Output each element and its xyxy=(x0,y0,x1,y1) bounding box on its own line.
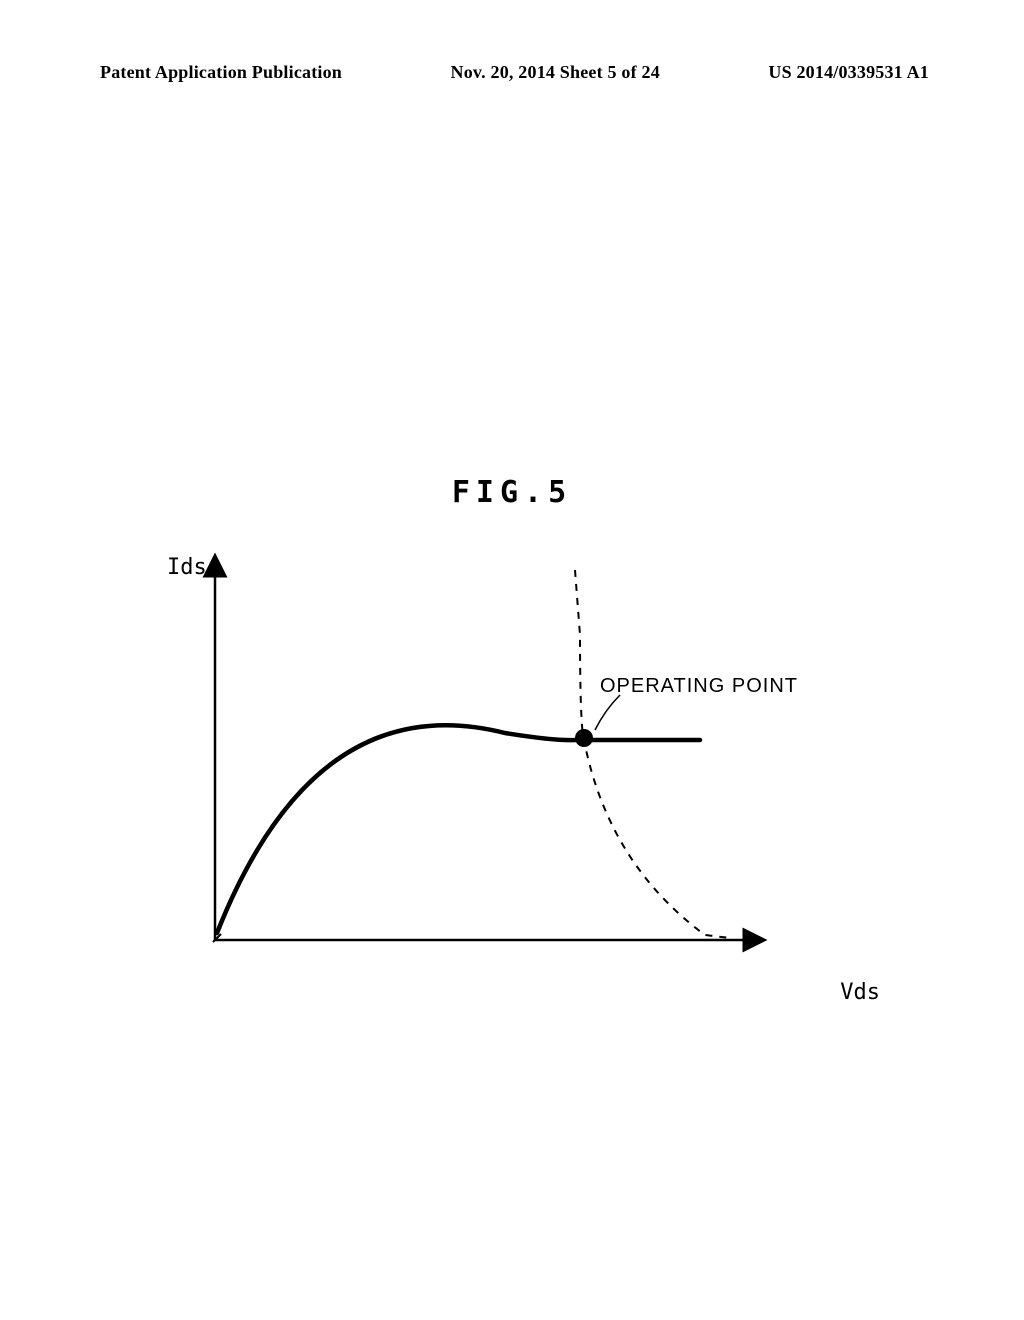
header-publication-type: Patent Application Publication xyxy=(100,62,342,83)
page-header: Patent Application Publication Nov. 20, … xyxy=(0,62,1024,83)
y-axis-label: Ids xyxy=(167,555,207,580)
header-patent-number: US 2014/0339531 A1 xyxy=(768,62,929,83)
figure-title: FIG.5 xyxy=(0,475,1024,510)
iv-curve-chart: Ids Vds OPERATING POINT xyxy=(175,555,875,975)
chart-svg xyxy=(175,555,875,975)
operating-point-label: OPERATING POINT xyxy=(600,675,798,698)
x-axis-label: Vds xyxy=(840,980,880,1005)
header-date-sheet: Nov. 20, 2014 Sheet 5 of 24 xyxy=(451,62,660,83)
